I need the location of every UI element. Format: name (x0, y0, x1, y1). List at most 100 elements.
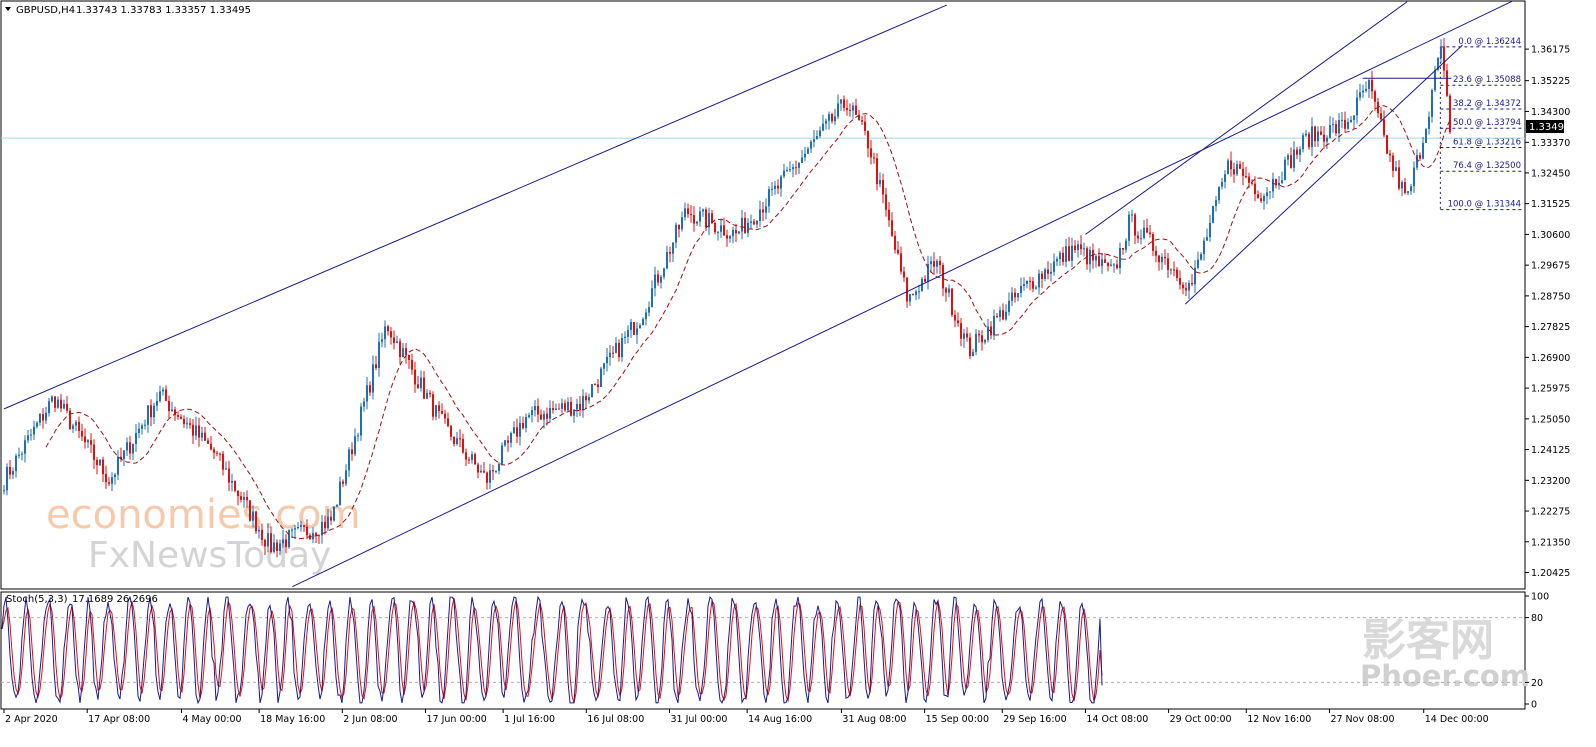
candle-body (456, 438, 458, 444)
candle-body (285, 539, 287, 548)
candle-body (903, 271, 905, 278)
candle-body (1059, 252, 1061, 259)
candle-body (813, 139, 815, 142)
candle-body (447, 418, 449, 427)
candle-body (450, 426, 452, 437)
fib-level-label: 38.2 @ 1.34372 (1453, 99, 1521, 109)
candle-body (1179, 277, 1181, 285)
candle-body (1173, 269, 1175, 271)
candle-body (174, 409, 176, 416)
candle-body (81, 431, 83, 437)
fib-level-label: 100.0 @ 1.31344 (1448, 200, 1521, 210)
candle-body (1410, 186, 1412, 192)
candle-body (291, 529, 293, 531)
candle-body (795, 167, 797, 169)
price-axis[interactable]: 1.36175 1.35225 1.34300 1.33370 1.32450 1.315… (1525, 45, 1570, 579)
candle-body (702, 209, 704, 212)
candle-body (1116, 264, 1118, 269)
candle-body (1365, 88, 1367, 91)
candle-body (828, 114, 830, 121)
candle-body (1215, 200, 1217, 207)
candle-body (489, 470, 491, 483)
candle-body (369, 385, 371, 393)
candle-body (1146, 227, 1148, 233)
trend-line-inner-upper[interactable] (1085, 1, 1408, 235)
trend-lines[interactable] (3, 0, 1518, 588)
candle-body (600, 368, 602, 387)
trend-line-channel-upper[interactable] (3, 4, 947, 410)
candle-body (669, 252, 671, 254)
price-tick-label: 1.35225 (1531, 76, 1570, 87)
candle-body (69, 410, 71, 429)
candle-body (432, 394, 434, 417)
candle-body (567, 401, 569, 411)
candle-body (168, 400, 170, 412)
candle-body (873, 157, 875, 159)
candle-body (336, 504, 338, 507)
candle-body (630, 322, 632, 330)
candle-body (189, 423, 191, 425)
candle-body (1230, 160, 1232, 170)
stochastic-oscillator (1, 595, 1525, 705)
candle-body (1185, 288, 1187, 291)
price-tick-label: 1.27825 (1531, 322, 1570, 333)
candle-body (492, 470, 494, 472)
fib-level-label: 76.4 @ 1.32500 (1453, 161, 1521, 171)
candle-body (1161, 256, 1163, 263)
candle-body (891, 220, 893, 236)
watermark-brand-bottom: FxNewsToday (88, 535, 331, 576)
candle-body (153, 405, 155, 418)
candle-body (1065, 246, 1067, 262)
candle-body (741, 217, 743, 232)
candle-body (1374, 91, 1376, 102)
time-tick-label: 17 Apr 08:00 (88, 714, 150, 725)
candle-body (558, 408, 560, 410)
candle-body (1020, 285, 1022, 294)
candle-body (1293, 149, 1295, 168)
fibonacci-retracement[interactable]: 0.0 @ 1.36244 23.6 @ 1.35088 38.2 @ 1.3437… (1439, 37, 1522, 211)
candle-body (735, 230, 737, 234)
candle-body (1113, 264, 1115, 266)
candle-body (912, 294, 914, 296)
trend-line-inner-lower[interactable] (1184, 44, 1463, 305)
candle-body (642, 319, 644, 326)
candle-body (930, 261, 932, 265)
candle-body (138, 428, 140, 434)
candle-body (1320, 131, 1322, 135)
candle-body (921, 278, 923, 292)
candle-body (585, 396, 587, 401)
candle-body (1353, 115, 1355, 120)
candle-body (861, 120, 863, 122)
candle-body (948, 288, 950, 293)
candle-body (231, 480, 233, 483)
candle-body (63, 403, 65, 409)
candle-body (1182, 284, 1184, 289)
candle-body (918, 291, 920, 293)
candle-body (1308, 133, 1310, 148)
candle-body (123, 450, 125, 460)
candle-body (1416, 154, 1418, 168)
fib-level-label: 23.6 @ 1.35088 (1453, 75, 1521, 85)
triangle-down-icon[interactable] (5, 7, 11, 11)
candle-body (474, 454, 476, 465)
candle-body (1389, 153, 1391, 156)
candle-body (1074, 245, 1076, 250)
watermark-economies: economies.com FxNewsToday (46, 492, 361, 576)
candle-body (378, 341, 380, 369)
candle-body (1011, 292, 1013, 301)
candle-body (750, 221, 752, 223)
trend-line-channel-lower[interactable] (292, 0, 1518, 588)
candle-body (228, 468, 230, 483)
candle-body (177, 415, 179, 417)
candle-body (147, 405, 149, 425)
candle-body (1326, 137, 1328, 142)
candle-body (1017, 293, 1019, 298)
candle-body (273, 542, 275, 553)
time-axis[interactable]: 2 Apr 2020 17 Apr 08:00 4 May 00:00 18 May … (3, 709, 1489, 725)
candle-body (1155, 250, 1157, 256)
candle-body (546, 413, 548, 419)
candle-body (87, 440, 89, 443)
candle-body (849, 109, 851, 111)
